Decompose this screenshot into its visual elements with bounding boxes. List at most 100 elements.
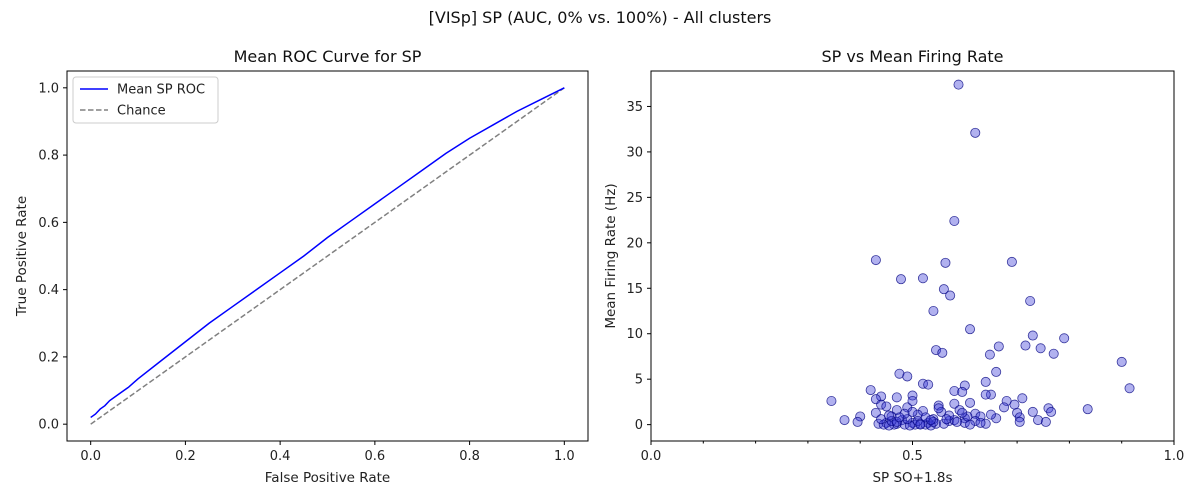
scatter-point bbox=[984, 349, 995, 360]
scatter-ticks: 0.0 0.5 1.0 0 5 10 15 20 25 30 35 bbox=[626, 100, 1184, 464]
scatter-point bbox=[907, 390, 918, 401]
roc-x-tick-label: 0.8 bbox=[459, 449, 480, 464]
scatter-y-axis-label: Mean Firing Rate (Hz) bbox=[603, 183, 619, 328]
scatter-point bbox=[933, 403, 944, 414]
scatter-point bbox=[980, 389, 991, 400]
scatter-y-tick-label: 30 bbox=[626, 145, 643, 160]
scatter-point bbox=[1027, 330, 1038, 341]
scatter-point bbox=[937, 347, 948, 358]
roc-chart-title: Mean ROC Curve for SP bbox=[234, 47, 422, 66]
scatter-point bbox=[991, 413, 1002, 424]
scatter-point bbox=[870, 407, 881, 418]
scatter-point bbox=[933, 400, 944, 411]
scatter-point bbox=[940, 257, 951, 268]
roc-x-axis-label: False Positive Rate bbox=[265, 470, 390, 486]
roc-y-tick-label: 0.4 bbox=[38, 283, 59, 298]
scatter-chart-title: SP vs Mean Firing Rate bbox=[821, 47, 1003, 66]
scatter-y-tick-label: 0 bbox=[635, 418, 643, 433]
scatter-point bbox=[1059, 333, 1070, 344]
scatter-y-tick-label: 20 bbox=[626, 236, 643, 251]
scatter-point bbox=[1124, 383, 1135, 394]
scatter-point bbox=[1046, 406, 1057, 417]
scatter-point bbox=[891, 392, 902, 403]
scatter-point bbox=[894, 412, 905, 423]
scatter-point bbox=[1006, 256, 1017, 267]
scatter-y-tick-label: 35 bbox=[626, 100, 643, 115]
roc-x-tick-label: 1.0 bbox=[554, 449, 575, 464]
roc-y-axis-label: True Positive Rate bbox=[14, 196, 30, 317]
scatter-point bbox=[949, 398, 960, 409]
scatter-y-tick-label: 25 bbox=[626, 191, 643, 206]
scatter-point bbox=[902, 414, 913, 425]
scatter-point bbox=[915, 419, 926, 430]
scatter-point bbox=[941, 414, 952, 425]
scatter-point bbox=[925, 415, 936, 426]
scatter-x-tick-label: 0.0 bbox=[641, 449, 662, 464]
scatter-point bbox=[975, 417, 986, 428]
scatter-point bbox=[1027, 406, 1038, 417]
scatter-point bbox=[957, 407, 968, 418]
scatter-point bbox=[949, 385, 960, 396]
scatter-point bbox=[902, 371, 913, 382]
scatter-point bbox=[907, 406, 918, 417]
scatter-point bbox=[870, 255, 881, 266]
roc-y-tick-label: 0.6 bbox=[38, 216, 59, 231]
scatter-point bbox=[920, 412, 931, 423]
roc-ticks: 0.0 0.2 0.4 0.6 0.8 1.0 0.0 0.2 0.4 0.6 0.8 1.0 bbox=[38, 81, 574, 464]
scatter-point bbox=[899, 408, 910, 419]
scatter-y-tick-label: 10 bbox=[626, 327, 643, 342]
scatter-point bbox=[957, 386, 968, 397]
scatter-x-axis-label: SP SO+1.8s bbox=[872, 470, 952, 486]
scatter-y-tick-label: 15 bbox=[626, 282, 643, 297]
scatter-point bbox=[993, 341, 1004, 352]
scatter-point bbox=[959, 417, 970, 428]
roc-y-tick-label: 1.0 bbox=[38, 81, 59, 96]
scatter-point bbox=[949, 215, 960, 226]
roc-plot-frame bbox=[66, 70, 589, 442]
scatter-point bbox=[980, 376, 991, 387]
scatter-point bbox=[917, 405, 928, 416]
roc-series bbox=[90, 87, 565, 425]
scatter-point bbox=[1033, 415, 1044, 426]
scatter-point bbox=[881, 401, 892, 412]
scatter-x-tick-label: 1.0 bbox=[1164, 449, 1185, 464]
scatter-points bbox=[826, 79, 1135, 431]
scatter-point bbox=[1035, 343, 1046, 354]
legend-label-mean-roc: Mean SP ROC bbox=[117, 83, 205, 98]
scatter-point bbox=[938, 284, 949, 295]
scatter-point bbox=[855, 411, 866, 422]
scatter-point bbox=[1116, 356, 1127, 367]
roc-y-tick-label: 0.0 bbox=[38, 418, 59, 433]
scatter-point bbox=[951, 416, 962, 427]
scatter-point bbox=[985, 409, 996, 420]
scatter-point bbox=[945, 290, 956, 301]
scatter-point bbox=[1082, 404, 1093, 415]
scatter-point bbox=[904, 420, 915, 431]
scatter-point bbox=[1040, 416, 1051, 427]
scatter-point bbox=[1020, 340, 1031, 351]
scatter-plot-frame bbox=[650, 70, 1175, 442]
figure-suptitle: [VISp] SP (AUC, 0% vs. 100%) - All clust… bbox=[429, 8, 772, 27]
roc-legend: Mean SP ROC Chance bbox=[72, 76, 219, 124]
legend-label-chance: Chance bbox=[117, 104, 166, 119]
scatter-point bbox=[876, 391, 887, 402]
roc-x-tick-label: 0.6 bbox=[365, 449, 386, 464]
scatter-point bbox=[931, 345, 942, 356]
scatter-point bbox=[970, 127, 981, 138]
scatter-point bbox=[953, 79, 964, 90]
scatter-point bbox=[826, 395, 837, 406]
scatter-point bbox=[965, 324, 976, 335]
roc-x-tick-label: 0.0 bbox=[80, 449, 101, 464]
scatter-point bbox=[962, 411, 973, 422]
scatter-point bbox=[928, 305, 939, 316]
scatter-point bbox=[852, 416, 863, 427]
scatter-point bbox=[865, 385, 876, 396]
scatter-point bbox=[907, 395, 918, 406]
roc-y-tick-label: 0.8 bbox=[38, 149, 59, 164]
scatter-point bbox=[965, 419, 976, 430]
chance-line bbox=[90, 87, 565, 425]
scatter-point bbox=[1025, 295, 1036, 306]
roc-y-tick-label: 0.2 bbox=[38, 350, 59, 365]
scatter-point bbox=[959, 380, 970, 391]
